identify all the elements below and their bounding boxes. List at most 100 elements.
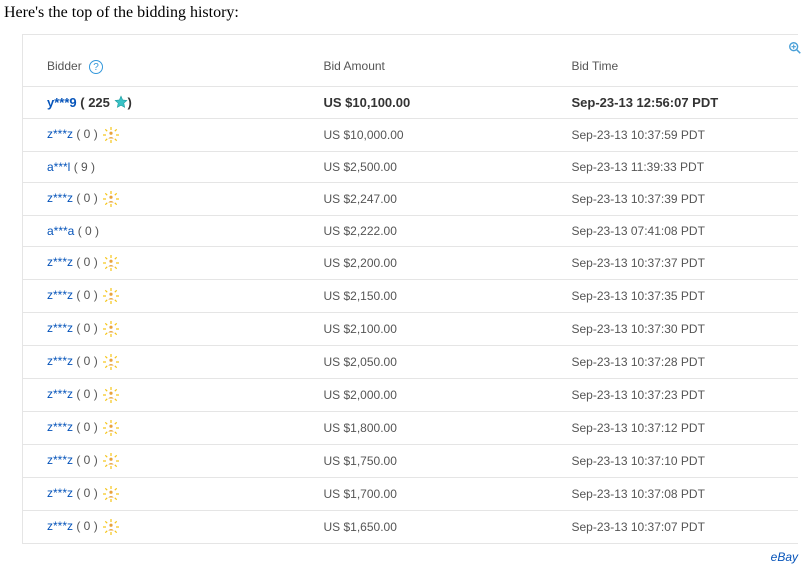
bidder-link[interactable]: z***z xyxy=(47,288,73,302)
bid-amount: US $10,100.00 xyxy=(318,86,566,118)
feedback-score: ( 0 ) xyxy=(73,354,98,368)
bidder-link[interactable]: y***9 xyxy=(47,95,77,110)
help-icon[interactable]: ? xyxy=(89,60,103,74)
bid-time: Sep-23-13 10:37:12 PDT xyxy=(566,411,799,444)
bidder-cell: z***z ( 0 ) xyxy=(23,182,318,215)
bid-amount: US $2,000.00 xyxy=(318,378,566,411)
bid-amount: US $2,200.00 xyxy=(318,246,566,279)
bid-amount: US $2,100.00 xyxy=(318,312,566,345)
table-row: a***a ( 0 )US $2,222.00Sep-23-13 07:41:0… xyxy=(23,215,798,246)
bidder-link[interactable]: z***z xyxy=(47,387,73,401)
bidder-link[interactable]: z***z xyxy=(47,321,73,335)
new-bidder-icon xyxy=(103,255,119,271)
table-row: z***z ( 0 ) US $2,050.00Sep-23-13 10:37:… xyxy=(23,345,798,378)
col-time: Bid Time xyxy=(566,49,799,86)
bid-time: Sep-23-13 10:37:35 PDT xyxy=(566,279,799,312)
new-bidder-icon xyxy=(103,127,119,143)
bidder-cell: a***a ( 0 ) xyxy=(23,215,318,246)
col-amount: Bid Amount xyxy=(318,49,566,86)
bidder-link[interactable]: z***z xyxy=(47,519,73,533)
bid-amount: US $2,247.00 xyxy=(318,182,566,215)
bidder-cell: z***z ( 0 ) xyxy=(23,510,318,543)
table-row: z***z ( 0 ) US $2,100.00Sep-23-13 10:37:… xyxy=(23,312,798,345)
bidder-link[interactable]: z***z xyxy=(47,255,73,269)
feedback-score: ( 0 ) xyxy=(73,453,98,467)
intro-text: Here's the top of the bidding history: xyxy=(0,0,812,34)
bid-history-panel: Bidder ? Bid Amount Bid Time y***9 ( 225… xyxy=(22,34,798,544)
feedback-score: ( 0 ) xyxy=(73,127,98,141)
col-bidder-label: Bidder xyxy=(47,59,82,73)
bid-time: Sep-23-13 12:56:07 PDT xyxy=(566,86,799,118)
bid-time: Sep-23-13 10:37:39 PDT xyxy=(566,182,799,215)
bid-amount: US $1,700.00 xyxy=(318,477,566,510)
feedback-score: ( 0 ) xyxy=(73,288,98,302)
bid-time: Sep-23-13 10:37:08 PDT xyxy=(566,477,799,510)
bidder-link[interactable]: z***z xyxy=(47,453,73,467)
bid-time: Sep-23-13 10:37:37 PDT xyxy=(566,246,799,279)
col-bidder: Bidder ? xyxy=(23,49,318,86)
bid-time: Sep-23-13 10:37:59 PDT xyxy=(566,118,799,151)
bidder-cell: a***l ( 9 ) xyxy=(23,151,318,182)
bidder-link[interactable]: z***z xyxy=(47,191,73,205)
table-row: z***z ( 0 ) US $2,000.00Sep-23-13 10:37:… xyxy=(23,378,798,411)
feedback-score: ( 0 ) xyxy=(73,387,98,401)
new-bidder-icon xyxy=(103,288,119,304)
feedback-score: ( 0 ) xyxy=(73,420,98,434)
bidder-link[interactable]: a***l xyxy=(47,160,70,174)
table-row: z***z ( 0 ) US $2,150.00Sep-23-13 10:37:… xyxy=(23,279,798,312)
bid-amount: US $1,650.00 xyxy=(318,510,566,543)
bid-amount: US $1,800.00 xyxy=(318,411,566,444)
new-bidder-icon xyxy=(103,486,119,502)
bidder-link[interactable]: z***z xyxy=(47,486,73,500)
bid-amount: US $2,500.00 xyxy=(318,151,566,182)
bidder-cell: z***z ( 0 ) xyxy=(23,118,318,151)
table-row: a***l ( 9 )US $2,500.00Sep-23-13 11:39:3… xyxy=(23,151,798,182)
bidder-link[interactable]: a***a xyxy=(47,224,74,238)
bid-history-table: Bidder ? Bid Amount Bid Time y***9 ( 225… xyxy=(23,49,798,544)
new-bidder-icon xyxy=(103,354,119,370)
bidder-cell: z***z ( 0 ) xyxy=(23,477,318,510)
new-bidder-icon xyxy=(103,420,119,436)
bid-amount: US $2,150.00 xyxy=(318,279,566,312)
bid-time: Sep-23-13 11:39:33 PDT xyxy=(566,151,799,182)
bid-amount: US $2,222.00 xyxy=(318,215,566,246)
bidder-cell: y***9 ( 225 ) xyxy=(23,86,318,118)
table-row: z***z ( 0 ) US $1,750.00Sep-23-13 10:37:… xyxy=(23,444,798,477)
feedback-score: ( 0 ) xyxy=(73,321,98,335)
feedback-score: ( 0 ) xyxy=(73,519,98,533)
feedback-score: ( 9 ) xyxy=(70,160,95,174)
table-row: z***z ( 0 ) US $1,650.00Sep-23-13 10:37:… xyxy=(23,510,798,543)
bidder-cell: z***z ( 0 ) xyxy=(23,378,318,411)
bid-amount: US $10,000.00 xyxy=(318,118,566,151)
bidder-cell: z***z ( 0 ) xyxy=(23,312,318,345)
bid-time: Sep-23-13 10:37:28 PDT xyxy=(566,345,799,378)
table-row: z***z ( 0 ) US $10,000.00Sep-23-13 10:37… xyxy=(23,118,798,151)
feedback-score: ( 0 ) xyxy=(73,486,98,500)
feedback-score: ( 0 ) xyxy=(73,255,98,269)
bidder-cell: z***z ( 0 ) xyxy=(23,444,318,477)
new-bidder-icon xyxy=(103,321,119,337)
bid-time: Sep-23-13 10:37:07 PDT xyxy=(566,510,799,543)
table-row: z***z ( 0 ) US $2,247.00Sep-23-13 10:37:… xyxy=(23,182,798,215)
new-bidder-icon xyxy=(103,519,119,535)
bid-time: Sep-23-13 10:37:30 PDT xyxy=(566,312,799,345)
feedback-score: ( 225 ) xyxy=(77,95,132,110)
bidder-link[interactable]: z***z xyxy=(47,127,73,141)
bid-time: Sep-23-13 10:37:10 PDT xyxy=(566,444,799,477)
bidder-link[interactable]: z***z xyxy=(47,420,73,434)
bid-time: Sep-23-13 10:37:23 PDT xyxy=(566,378,799,411)
bidder-link[interactable]: z***z xyxy=(47,354,73,368)
bid-amount: US $2,050.00 xyxy=(318,345,566,378)
zoom-icon[interactable] xyxy=(788,41,802,55)
feedback-score: ( 0 ) xyxy=(74,224,99,238)
star-icon xyxy=(114,95,128,110)
bid-time: Sep-23-13 07:41:08 PDT xyxy=(566,215,799,246)
bidder-cell: z***z ( 0 ) xyxy=(23,345,318,378)
table-row: z***z ( 0 ) US $2,200.00Sep-23-13 10:37:… xyxy=(23,246,798,279)
table-header-row: Bidder ? Bid Amount Bid Time xyxy=(23,49,798,86)
image-credit[interactable]: eBay xyxy=(0,544,812,564)
table-row: y***9 ( 225 )US $10,100.00Sep-23-13 12:5… xyxy=(23,86,798,118)
bid-amount: US $1,750.00 xyxy=(318,444,566,477)
table-row: z***z ( 0 ) US $1,800.00Sep-23-13 10:37:… xyxy=(23,411,798,444)
feedback-score: ( 0 ) xyxy=(73,191,98,205)
